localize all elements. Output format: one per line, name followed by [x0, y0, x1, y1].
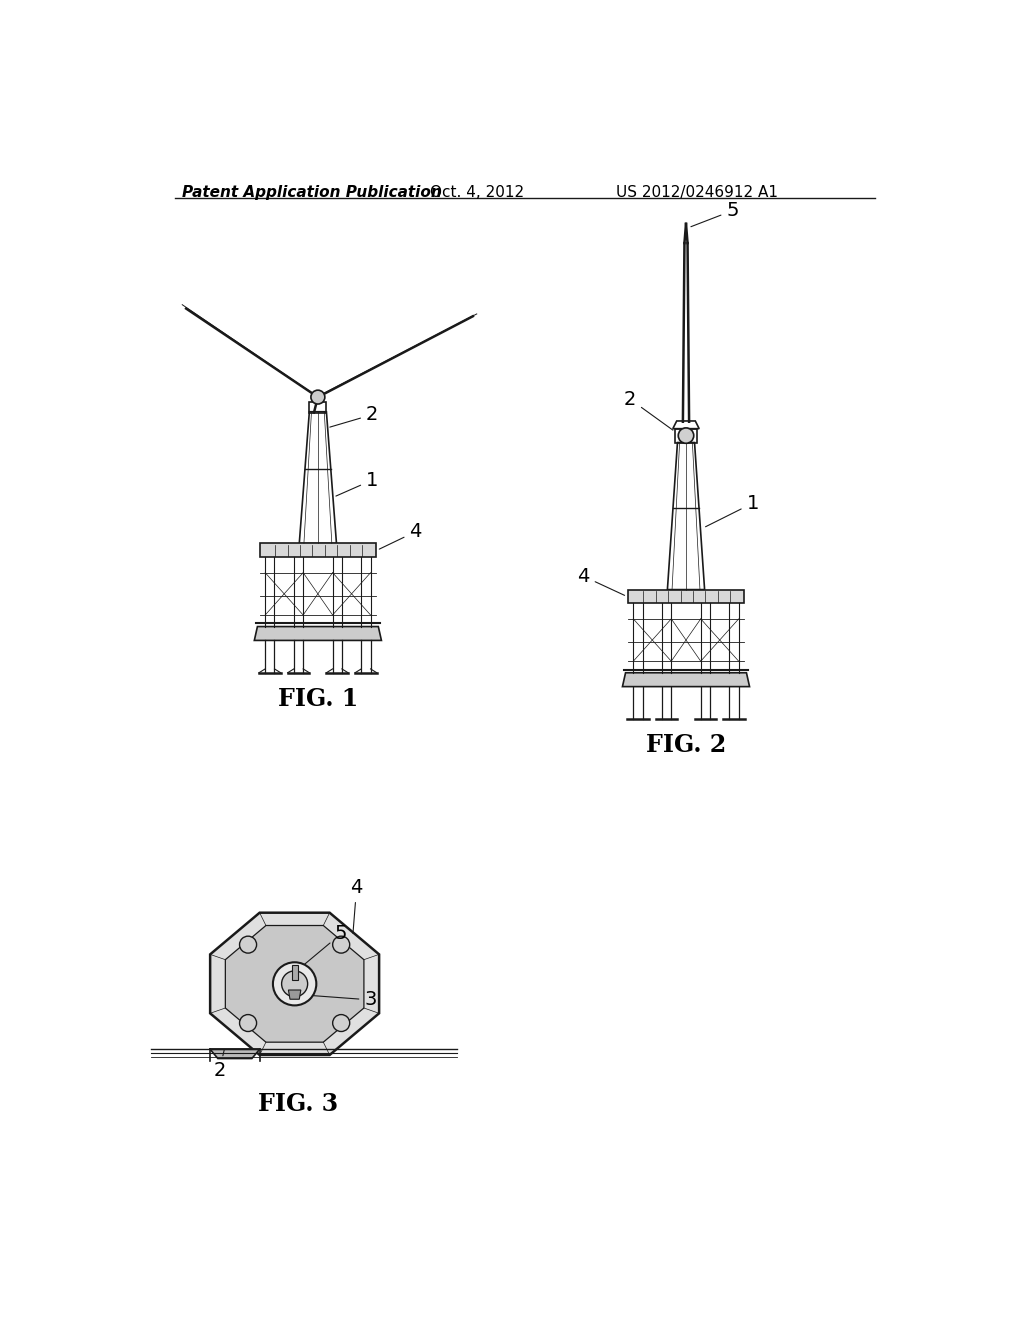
Text: Patent Application Publication: Patent Application Publication: [182, 185, 442, 201]
Polygon shape: [628, 590, 744, 603]
Circle shape: [333, 1015, 350, 1031]
Text: 3: 3: [302, 990, 377, 1010]
Text: 1: 1: [706, 494, 759, 527]
Text: 2: 2: [624, 389, 673, 430]
Circle shape: [678, 428, 693, 444]
Text: 1: 1: [336, 471, 378, 496]
Polygon shape: [210, 1049, 260, 1059]
Circle shape: [273, 962, 316, 1006]
Text: FIG. 3: FIG. 3: [258, 1092, 339, 1115]
Text: 5: 5: [300, 924, 347, 968]
Polygon shape: [292, 965, 298, 979]
Circle shape: [333, 936, 350, 953]
Text: 4: 4: [379, 523, 422, 549]
Polygon shape: [260, 544, 376, 557]
Circle shape: [282, 972, 307, 997]
Text: 2: 2: [213, 1049, 225, 1080]
Text: US 2012/0246912 A1: US 2012/0246912 A1: [616, 185, 778, 201]
Polygon shape: [225, 925, 364, 1043]
Text: 2: 2: [330, 405, 378, 428]
Text: FIG. 1: FIG. 1: [278, 686, 358, 710]
Text: 4: 4: [350, 878, 362, 933]
Polygon shape: [623, 673, 750, 686]
Circle shape: [240, 936, 257, 953]
Text: FIG. 2: FIG. 2: [646, 733, 726, 756]
Text: 5: 5: [691, 201, 738, 227]
Polygon shape: [210, 912, 379, 1055]
Text: 4: 4: [578, 566, 625, 595]
Circle shape: [240, 1015, 257, 1031]
Polygon shape: [254, 627, 381, 640]
Text: Oct. 4, 2012: Oct. 4, 2012: [430, 185, 524, 201]
Circle shape: [311, 391, 325, 404]
Polygon shape: [289, 990, 301, 999]
